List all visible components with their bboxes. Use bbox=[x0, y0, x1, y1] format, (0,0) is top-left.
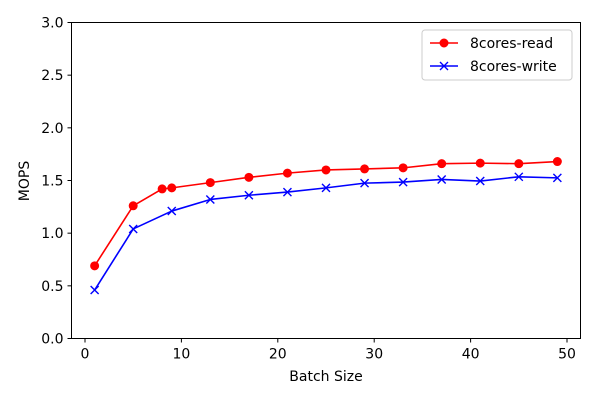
legend: 8cores-read 8cores-write bbox=[421, 29, 573, 81]
data-point bbox=[128, 224, 138, 234]
legend-marker bbox=[439, 61, 449, 71]
y-tick-label: 0.5 bbox=[41, 279, 63, 295]
data-point bbox=[475, 176, 485, 186]
x-axis-title: Batch Size bbox=[289, 369, 362, 385]
x-tick-label: 20 bbox=[269, 347, 287, 363]
y-tick-label: 2.5 bbox=[41, 68, 63, 84]
y-tick-label: 1.0 bbox=[41, 226, 63, 242]
legend-item: 8cores-read bbox=[430, 36, 553, 52]
legend-item: 8cores-write bbox=[430, 59, 557, 75]
y-tick-label: 3.0 bbox=[41, 16, 63, 32]
data-point bbox=[475, 158, 485, 168]
legend-marker bbox=[439, 38, 449, 48]
y-axis: 0.0 0.5 1.0 1.5 2.0 2.5 3.0 bbox=[41, 16, 72, 348]
data-point bbox=[360, 164, 370, 174]
data-point bbox=[321, 183, 331, 193]
data-point bbox=[398, 163, 408, 173]
data-point bbox=[167, 183, 177, 193]
data-point bbox=[128, 201, 138, 211]
x-tick-label: 30 bbox=[365, 347, 383, 363]
data-point bbox=[552, 157, 562, 167]
legend-label: 8cores-write bbox=[470, 59, 557, 75]
data-point bbox=[514, 159, 524, 169]
data-point bbox=[90, 261, 100, 271]
x-tick-label: 50 bbox=[558, 347, 576, 363]
y-tick-label: 0.0 bbox=[41, 332, 63, 348]
x-tick-label: 10 bbox=[172, 347, 190, 363]
x-axis: 0 10 20 30 40 50 bbox=[81, 338, 576, 363]
legend-label: 8cores-read bbox=[470, 36, 553, 52]
y-axis-title: MOPS bbox=[17, 161, 33, 202]
data-point bbox=[205, 194, 215, 204]
series-8cores-write bbox=[90, 172, 562, 295]
data-point bbox=[398, 177, 408, 187]
series-layer bbox=[90, 157, 562, 295]
data-point bbox=[514, 172, 524, 182]
data-point bbox=[282, 168, 292, 178]
data-point bbox=[437, 159, 447, 169]
data-point bbox=[437, 174, 447, 184]
y-tick-label: 2.0 bbox=[41, 121, 63, 137]
data-point bbox=[157, 184, 167, 194]
legend-box bbox=[421, 29, 573, 81]
data-point bbox=[321, 165, 331, 175]
data-point bbox=[205, 178, 215, 188]
data-point bbox=[244, 190, 254, 200]
data-point bbox=[167, 206, 177, 216]
series-8cores-read bbox=[90, 157, 562, 271]
data-point bbox=[360, 178, 370, 188]
data-point bbox=[552, 173, 562, 183]
x-tick-label: 0 bbox=[81, 347, 90, 363]
data-point bbox=[244, 172, 254, 182]
x-tick-label: 40 bbox=[462, 347, 480, 363]
y-tick-label: 1.5 bbox=[41, 174, 63, 190]
data-point bbox=[282, 187, 292, 197]
data-point bbox=[90, 285, 100, 295]
